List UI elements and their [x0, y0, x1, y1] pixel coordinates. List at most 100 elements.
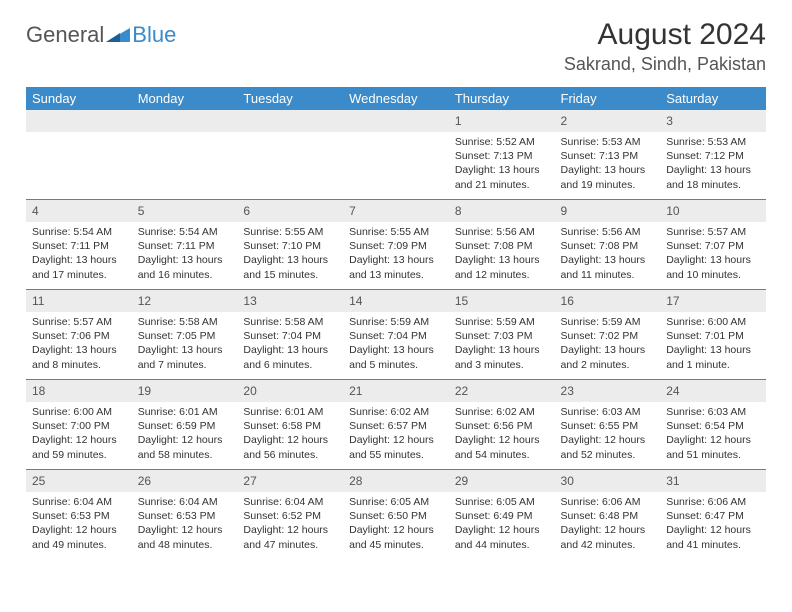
- calendar-table: Sunday Monday Tuesday Wednesday Thursday…: [26, 87, 766, 559]
- day-detail-cell: Sunrise: 6:04 AMSunset: 6:53 PMDaylight:…: [26, 492, 132, 559]
- day-detail-cell: Sunrise: 5:55 AMSunset: 7:09 PMDaylight:…: [343, 222, 449, 290]
- day-detail-cell: Sunrise: 5:54 AMSunset: 7:11 PMDaylight:…: [132, 222, 238, 290]
- day-number-row: 18192021222324: [26, 380, 766, 403]
- day-detail-cell: Sunrise: 6:06 AMSunset: 6:47 PMDaylight:…: [660, 492, 766, 559]
- sunrise-text: Sunrise: 6:04 AM: [243, 495, 337, 509]
- day-number-cell: [26, 110, 132, 132]
- sunrise-text: Sunrise: 6:05 AM: [349, 495, 443, 509]
- daylight-text: Daylight: 13 hours and 7 minutes.: [138, 343, 232, 371]
- day-number-cell: 8: [449, 200, 555, 223]
- day-number-cell: 12: [132, 290, 238, 313]
- sunrise-text: Sunrise: 5:55 AM: [349, 225, 443, 239]
- day-detail-cell: Sunrise: 5:53 AMSunset: 7:13 PMDaylight:…: [555, 132, 661, 200]
- sunset-text: Sunset: 7:06 PM: [32, 329, 126, 343]
- day-detail-row: Sunrise: 5:57 AMSunset: 7:06 PMDaylight:…: [26, 312, 766, 380]
- daylight-text: Daylight: 12 hours and 52 minutes.: [561, 433, 655, 461]
- daylight-text: Daylight: 13 hours and 12 minutes.: [455, 253, 549, 281]
- sunset-text: Sunset: 6:57 PM: [349, 419, 443, 433]
- day-number-cell: 10: [660, 200, 766, 223]
- title-block: August 2024 Sakrand, Sindh, Pakistan: [564, 18, 766, 75]
- day-number-cell: 13: [237, 290, 343, 313]
- day-number-cell: 30: [555, 470, 661, 493]
- day-detail-row: Sunrise: 5:54 AM Sunset: 7:11 PM Daylight:…: [26, 222, 766, 290]
- daylight-text: Daylight: 12 hours and 41 minutes.: [666, 523, 760, 551]
- sunrise-text: Sunrise: 5:58 AM: [138, 315, 232, 329]
- day-detail-cell: Sunrise: 5:52 AMSunset: 7:13 PMDaylight:…: [449, 132, 555, 200]
- day-number-cell: 3: [660, 110, 766, 132]
- day-number-cell: 6: [237, 200, 343, 223]
- day-detail-row: Sunrise: 5:52 AMSunset: 7:13 PMDaylight:…: [26, 132, 766, 200]
- sunset-text: Sunset: 6:56 PM: [455, 419, 549, 433]
- sunrise-text: Sunrise: 5:53 AM: [666, 135, 760, 149]
- day-detail-cell: Sunrise: 5:58 AMSunset: 7:04 PMDaylight:…: [237, 312, 343, 380]
- daylight-text: Daylight: 13 hours and 21 minutes.: [455, 163, 549, 191]
- day-number-cell: 23: [555, 380, 661, 403]
- day-detail-cell: Sunrise: 5:54 AMSunset: 7:11 PMDaylight:…: [26, 222, 132, 290]
- sunset-text: Sunset: 7:11 PM: [32, 239, 126, 253]
- daylight-text: Daylight: 13 hours and 18 minutes.: [666, 163, 760, 191]
- daylight-text: Daylight: 13 hours and 3 minutes.: [455, 343, 549, 371]
- daylight-text: Daylight: 12 hours and 48 minutes.: [138, 523, 232, 551]
- dow-tuesday: Tuesday: [237, 87, 343, 110]
- sunset-text: Sunset: 7:09 PM: [349, 239, 443, 253]
- sunrise-text: Sunrise: 6:02 AM: [349, 405, 443, 419]
- daylight-text: Daylight: 12 hours and 47 minutes.: [243, 523, 337, 551]
- day-number-row: 45678910: [26, 200, 766, 223]
- sunrise-text: Sunrise: 5:54 AM: [138, 225, 232, 239]
- day-detail-cell: [26, 132, 132, 200]
- sunset-text: Sunset: 7:01 PM: [666, 329, 760, 343]
- daylight-text: Daylight: 12 hours and 59 minutes.: [32, 433, 126, 461]
- sunset-text: Sunset: 6:50 PM: [349, 509, 443, 523]
- dow-sunday: Sunday: [26, 87, 132, 110]
- month-title: August 2024: [564, 18, 766, 52]
- sunrise-text: Sunrise: 6:06 AM: [666, 495, 760, 509]
- daylight-text: Daylight: 13 hours and 19 minutes.: [561, 163, 655, 191]
- sunset-text: Sunset: 6:53 PM: [32, 509, 126, 523]
- day-detail-cell: Sunrise: 5:53 AMSunset: 7:12 PMDaylight:…: [660, 132, 766, 200]
- daylight-text: Daylight: 13 hours and 2 minutes.: [561, 343, 655, 371]
- day-number-cell: 21: [343, 380, 449, 403]
- daylight-text: Daylight: 12 hours and 49 minutes.: [32, 523, 126, 551]
- day-number-cell: 1: [449, 110, 555, 132]
- day-number-cell: 4: [26, 200, 132, 223]
- daylight-text: Daylight: 13 hours and 15 minutes.: [243, 253, 337, 281]
- day-number-cell: 17: [660, 290, 766, 313]
- daylight-text: Daylight: 13 hours and 6 minutes.: [243, 343, 337, 371]
- day-number-cell: 20: [237, 380, 343, 403]
- day-number-cell: 11: [26, 290, 132, 313]
- sunset-text: Sunset: 7:13 PM: [561, 149, 655, 163]
- day-detail-cell: Sunrise: 6:01 AMSunset: 6:59 PMDaylight:…: [132, 402, 238, 470]
- day-number-cell: 2: [555, 110, 661, 132]
- daylight-text: Daylight: 12 hours and 58 minutes.: [138, 433, 232, 461]
- day-detail-cell: Sunrise: 6:06 AMSunset: 6:48 PMDaylight:…: [555, 492, 661, 559]
- sunset-text: Sunset: 7:03 PM: [455, 329, 549, 343]
- sunset-text: Sunset: 7:07 PM: [666, 239, 760, 253]
- day-detail-cell: Sunrise: 6:05 AMSunset: 6:50 PMDaylight:…: [343, 492, 449, 559]
- sunrise-text: Sunrise: 6:04 AM: [32, 495, 126, 509]
- day-detail-row: Sunrise: 6:00 AMSunset: 7:00 PMDaylight:…: [26, 402, 766, 470]
- sunrise-text: Sunrise: 5:52 AM: [455, 135, 549, 149]
- day-detail-cell: [132, 132, 238, 200]
- day-detail-cell: Sunrise: 5:55 AMSunset: 7:10 PMDaylight:…: [237, 222, 343, 290]
- day-detail-cell: [343, 132, 449, 200]
- day-number-cell: [343, 110, 449, 132]
- sunrise-text: Sunrise: 6:03 AM: [666, 405, 760, 419]
- daylight-text: Daylight: 13 hours and 10 minutes.: [666, 253, 760, 281]
- daylight-text: Daylight: 13 hours and 13 minutes.: [349, 253, 443, 281]
- day-detail-cell: Sunrise: 5:59 AMSunset: 7:03 PMDaylight:…: [449, 312, 555, 380]
- sunset-text: Sunset: 6:49 PM: [455, 509, 549, 523]
- dow-wednesday: Wednesday: [343, 87, 449, 110]
- day-number-cell: 29: [449, 470, 555, 493]
- sunrise-text: Sunrise: 6:04 AM: [138, 495, 232, 509]
- logo: General Blue: [26, 22, 176, 48]
- sunrise-text: Sunrise: 6:00 AM: [666, 315, 760, 329]
- dow-monday: Monday: [132, 87, 238, 110]
- dow-saturday: Saturday: [660, 87, 766, 110]
- daylight-text: Daylight: 12 hours and 54 minutes.: [455, 433, 549, 461]
- logo-text-general: General: [26, 22, 104, 48]
- sunset-text: Sunset: 7:13 PM: [455, 149, 549, 163]
- day-detail-cell: Sunrise: 5:56 AMSunset: 7:08 PMDaylight:…: [449, 222, 555, 290]
- daylight-text: Daylight: 12 hours and 45 minutes.: [349, 523, 443, 551]
- day-detail-cell: Sunrise: 5:59 AMSunset: 7:04 PMDaylight:…: [343, 312, 449, 380]
- day-detail-cell: Sunrise: 6:01 AMSunset: 6:58 PMDaylight:…: [237, 402, 343, 470]
